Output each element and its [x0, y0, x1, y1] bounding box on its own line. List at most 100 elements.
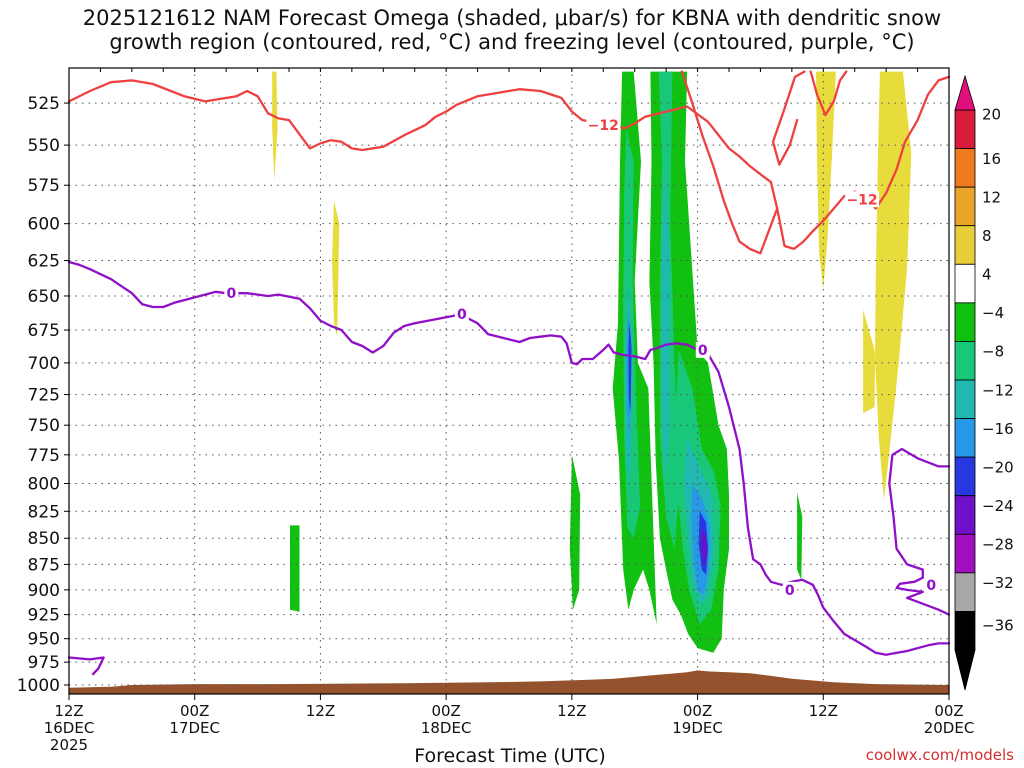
colorbar-level-label: 20: [982, 105, 1001, 123]
colorbar-level-label: −8: [982, 343, 1004, 361]
x-tick-label: 00Z: [934, 702, 963, 720]
y-tick-label: 950: [28, 630, 60, 650]
contour-label-background: [224, 285, 239, 302]
contour-line: [809, 70, 848, 117]
y-tick-label: 600: [28, 215, 60, 235]
y-tick-label: 575: [28, 176, 60, 196]
y-tick-label: 925: [28, 606, 60, 626]
contour-layer: −12 −12 0 0 0 0 0: [67, 70, 951, 676]
y-tick-label: 650: [28, 287, 60, 307]
y-tick-label: 800: [28, 474, 60, 494]
x-tick-label: 20DEC: [924, 719, 975, 737]
contour-label-background: [695, 341, 710, 358]
x-tick-label: 00Z: [683, 702, 712, 720]
y-tick-label: 675: [28, 321, 60, 341]
omega-shade-region: [701, 527, 707, 568]
colorbar-swatch: [954, 533, 976, 574]
omega-shade-region: [628, 320, 632, 414]
omega-shade-region: [612, 71, 657, 625]
x-tick-label: 00Z: [180, 702, 209, 720]
x-tick-label: 12Z: [54, 702, 83, 720]
contour-label: 0: [698, 343, 708, 359]
x-tick-label: 12Z: [809, 702, 838, 720]
x-tick-label: 19DEC: [672, 719, 723, 737]
colorbar-swatch: [954, 379, 976, 419]
contour-label-background: [845, 191, 880, 208]
colorbar-level-label: 8: [982, 227, 992, 245]
colorbar-swatch: [954, 302, 976, 342]
contour-label: −12: [588, 118, 619, 134]
x-axis-title: Forecast Time (UTC): [414, 745, 606, 767]
colorbar-level-label: −32: [982, 574, 1014, 592]
colorbar-level-label: −36: [982, 617, 1014, 635]
contour-label: 0: [926, 578, 936, 594]
y-tick-label: 525: [28, 94, 60, 114]
x-tick-label: 12Z: [557, 702, 586, 720]
chart-title: 2025121612 NAM Forecast Omega (shaded, μ…: [0, 6, 1024, 54]
contour-line: [680, 70, 779, 255]
colorbar-level-label: −24: [982, 497, 1014, 515]
colorbar-swatch: [954, 225, 976, 265]
chart-title-line-2: growth region (contoured, red, °C) and f…: [109, 30, 915, 54]
x-tick-label: 17DEC: [169, 719, 220, 737]
omega-shade-region: [569, 454, 581, 610]
x-tick-label: 2025: [50, 736, 88, 754]
contour-line: [67, 75, 951, 251]
colorbar-swatch: [954, 341, 976, 381]
x-tick-label: 00Z: [431, 702, 460, 720]
plot-background: [69, 68, 949, 694]
colorbar-swatch: [954, 109, 976, 149]
colorbar-top-arrow: [954, 74, 976, 111]
colorbar-swatch: [954, 148, 976, 188]
contour-label-background: [924, 576, 939, 593]
y-tick-label: 875: [28, 555, 60, 575]
y-tick-label: 750: [28, 416, 60, 436]
omega-shade-region: [816, 71, 836, 289]
y-tick-label: 625: [28, 252, 60, 272]
contour-label: 0: [227, 286, 237, 302]
contour-label-background: [782, 581, 797, 598]
colorbar-swatch: [954, 263, 976, 304]
y-tick-label: 1000: [17, 676, 60, 696]
colorbar-swatch: [954, 418, 976, 458]
y-tick-label: 725: [28, 386, 60, 406]
colorbar-level-label: −16: [982, 420, 1014, 438]
y-tick-label: 775: [28, 446, 60, 466]
contour-line: [67, 656, 105, 676]
grid-layer: [68, 68, 950, 694]
contour-line: [771, 70, 806, 166]
y-tick-label: 550: [28, 136, 60, 156]
colorbar-level-label: 12: [982, 188, 1001, 206]
colorbar-level-label: −4: [982, 304, 1004, 322]
contour-label: 0: [785, 583, 795, 599]
y-tick-label: 700: [28, 354, 60, 374]
x-tick-label: 18DEC: [421, 719, 472, 737]
contour-label-background: [586, 117, 621, 134]
colorbar-swatch: [954, 611, 976, 651]
y-axis: 525 550 575 600 625 650 675 700 725 750 775 800 825 8…: [17, 94, 69, 696]
colorbar-level-label: −20: [982, 458, 1014, 476]
y-tick-label: 850: [28, 529, 60, 549]
plot-frame: [68, 67, 950, 695]
omega-shade-region: [662, 161, 670, 484]
y-tick-label: 975: [28, 653, 60, 673]
omega-shade-region: [863, 71, 912, 501]
contour-line: [888, 447, 951, 616]
x-tick-label: 12Z: [306, 702, 335, 720]
omega-shade-region: [332, 200, 340, 337]
colorbar: 20 16 12 8 4 −4 −8 −12 −16 −20 −24 −28 −32 −36: [954, 74, 1014, 691]
terrain-fill: [69, 670, 949, 694]
colorbar-swatch: [954, 456, 976, 497]
omega-shade-region: [272, 71, 278, 181]
x-tick-label: 16DEC: [44, 719, 95, 737]
terrain-layer: [69, 670, 949, 694]
colorbar-swatch: [954, 186, 976, 227]
colorbar-level-label: 16: [982, 150, 1001, 168]
colorbar-level-label: 4: [982, 266, 992, 284]
chart-title-line-1: 2025121612 NAM Forecast Omega (shaded, μ…: [82, 6, 942, 30]
contour-label-background: [454, 305, 469, 322]
colorbar-swatch: [954, 495, 976, 535]
colorbar-swatch: [954, 572, 976, 612]
